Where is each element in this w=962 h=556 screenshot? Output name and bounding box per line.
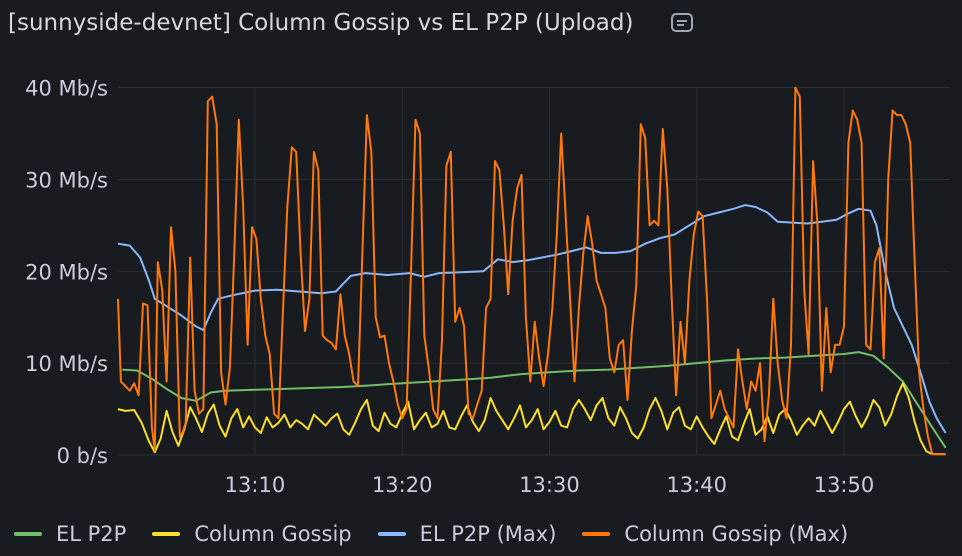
x-tick-label: 13:20 (372, 473, 433, 497)
panel-header: [sunnyside-devnet] Column Gossip vs EL P… (8, 6, 954, 40)
y-tick-label: 40 Mb/s (25, 77, 108, 101)
x-axis: 13:10 13:20 13:30 13:40 13:50 (225, 473, 875, 497)
legend-swatch (377, 532, 406, 536)
line-chart[interactable]: 0 b/s10 Mb/s20 Mb/s30 Mb/s40 Mb/s 13:10 1… (0, 60, 962, 510)
legend-label: EL P2P (Max) (419, 522, 557, 546)
legend-label: Column Gossip (Max) (624, 522, 849, 546)
legend-label: EL P2P (56, 522, 127, 546)
series-line-column-gossip-max[interactable] (117, 86, 946, 456)
legend-swatch (14, 532, 42, 536)
series-layer (117, 86, 947, 456)
y-tick-label: 20 Mb/s (25, 260, 108, 284)
legend-swatch (152, 532, 181, 536)
x-tick-label: 13:30 (519, 473, 580, 497)
legend-swatch (582, 532, 611, 536)
description-icon[interactable] (669, 11, 695, 35)
legend-item[interactable]: Column Gossip (152, 522, 352, 546)
y-tick-label: 30 Mb/s (25, 168, 108, 192)
legend-item[interactable]: Column Gossip (Max) (582, 522, 848, 546)
x-tick-label: 13:50 (814, 473, 875, 497)
legend-item[interactable]: EL P2P (14, 522, 126, 546)
legend-item[interactable]: EL P2P (Max) (377, 522, 557, 546)
panel-title[interactable]: [sunnyside-devnet] Column Gossip vs EL P… (8, 10, 634, 36)
y-axis: 0 b/s 10 Mb/s 20 Mb/s 30 Mb/s 40 Mb/s (25, 77, 108, 468)
legend-label: Column Gossip (194, 522, 352, 546)
series-line-el-p2p-max[interactable] (117, 204, 947, 434)
legend: EL P2P Column Gossip EL P2P (Max) Column Go… (14, 518, 848, 550)
chart-grid (118, 87, 950, 456)
y-tick-label: 10 Mb/s (25, 352, 108, 376)
y-tick-label: 0 b/s (57, 444, 108, 468)
x-tick-label: 13:10 (225, 473, 286, 497)
series-line-column-gossip[interactable] (117, 382, 946, 456)
series-line-el-p2p[interactable] (122, 351, 947, 449)
x-tick-label: 13:40 (666, 473, 727, 497)
